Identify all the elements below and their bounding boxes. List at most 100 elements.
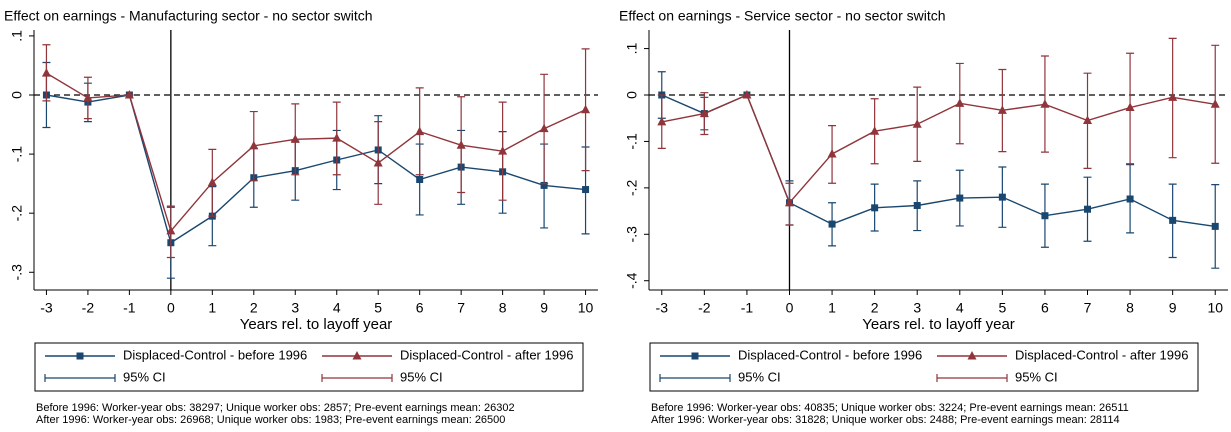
marker [76, 352, 84, 360]
legend-label: 95% CI [1015, 369, 1058, 384]
marker [332, 133, 342, 142]
x-tick-label: 1 [208, 300, 216, 316]
legend-ci [321, 374, 393, 382]
x-tick-label: 7 [1084, 300, 1092, 316]
marker [539, 123, 549, 133]
x-tick-label: 2 [871, 300, 879, 316]
note: After 1996: Worker-year obs: 26968; Uniq… [36, 414, 505, 426]
marker [581, 104, 591, 114]
panel: Effect on earnings - Service sector - no… [619, 8, 1228, 426]
x-tick-label: 6 [416, 300, 424, 316]
marker [742, 90, 752, 99]
x-tick-label: -2 [698, 300, 711, 316]
legend-label: 95% CI [738, 369, 781, 384]
y-tick-label: -.1 [624, 133, 640, 150]
legend-label: Displaced-Control - before 1996 [738, 347, 922, 362]
x-tick-label: -1 [741, 300, 754, 316]
marker [290, 134, 300, 143]
marker [83, 92, 93, 102]
marker [498, 146, 508, 155]
marker [540, 181, 548, 189]
x-tick-label: 0 [786, 300, 794, 316]
marker [955, 98, 965, 107]
x-tick-label: -1 [123, 300, 136, 316]
note: Before 1996: Worker-year obs: 38297; Uni… [36, 402, 515, 414]
marker [828, 220, 836, 228]
marker [1210, 99, 1220, 108]
x-tick-label: -3 [40, 300, 53, 316]
legend-label: Displaced-Control - before 1996 [123, 347, 307, 362]
x-axis-label: Years rel. to layoff year [240, 316, 393, 333]
legend-label: Displaced-Control - after 1996 [1015, 347, 1188, 362]
marker [1211, 222, 1219, 230]
y-tick-label: -.2 [624, 179, 640, 196]
x-tick-label: 4 [333, 300, 341, 316]
x-tick-label: 7 [457, 300, 465, 316]
marker [1083, 115, 1093, 125]
x-tick-label: -2 [82, 300, 95, 316]
marker [456, 140, 466, 149]
marker [956, 194, 964, 202]
legend-label: 95% CI [400, 369, 443, 384]
x-tick-label: 5 [374, 300, 382, 316]
legend: Displaced-Control - before 1996 95% CI Dis… [649, 342, 1199, 392]
y-tick-label: .1 [624, 43, 640, 55]
x-tick-label: 9 [1169, 300, 1177, 316]
legend-box [34, 342, 584, 392]
marker [373, 157, 383, 167]
x-axis-label: Years rel. to layoff year [862, 316, 1015, 333]
marker [1084, 205, 1092, 213]
y-tick-label: .1 [9, 30, 25, 42]
marker [967, 351, 977, 360]
legend-ci [936, 374, 1008, 382]
note: Before 1996: Worker-year obs: 40835; Uni… [651, 402, 1129, 414]
marker [166, 225, 176, 235]
marker [691, 352, 699, 360]
marker [827, 148, 837, 158]
legend: Displaced-Control - before 1996 95% CI Dis… [34, 342, 584, 392]
x-tick-label: 8 [499, 300, 507, 316]
marker [1169, 216, 1177, 224]
x-tick-label: 9 [540, 300, 548, 316]
marker [582, 186, 590, 194]
legend-ci [659, 374, 731, 382]
x-tick-label: 2 [250, 300, 258, 316]
plot-area [34, 30, 598, 290]
x-tick-label: 1 [828, 300, 836, 316]
marker [912, 119, 922, 128]
legend-label: 95% CI [123, 369, 166, 384]
y-tick-label: -.3 [9, 264, 25, 281]
marker [913, 202, 921, 209]
marker [1041, 212, 1049, 220]
marker [870, 126, 880, 135]
marker [249, 140, 259, 150]
x-tick-label: 10 [1207, 300, 1223, 316]
y-tick-label: -.1 [9, 146, 25, 163]
marker [997, 105, 1007, 114]
y-tick-label: 0 [9, 91, 25, 99]
marker [1040, 99, 1050, 108]
y-tick-label: -.4 [624, 272, 640, 289]
x-tick-label: 3 [291, 300, 299, 316]
marker [1168, 92, 1178, 101]
x-tick-label: 0 [167, 300, 175, 316]
x-tick-label: 4 [956, 300, 964, 316]
y-tick-label: -.3 [624, 226, 640, 243]
legend-ci [44, 374, 116, 382]
x-tick-label: 10 [578, 300, 594, 316]
marker [699, 108, 709, 118]
marker [415, 126, 425, 136]
marker [1125, 102, 1135, 112]
y-tick-label: 0 [624, 91, 640, 99]
panel: Effect on earnings - Manufacturing secto… [4, 8, 598, 426]
marker [207, 177, 217, 186]
marker [416, 176, 424, 183]
x-tick-label: 6 [1041, 300, 1049, 316]
marker [124, 90, 134, 99]
marker [1126, 195, 1134, 203]
marker [41, 68, 51, 77]
x-tick-label: 5 [998, 300, 1006, 316]
y-tick-label: -.2 [9, 205, 25, 222]
